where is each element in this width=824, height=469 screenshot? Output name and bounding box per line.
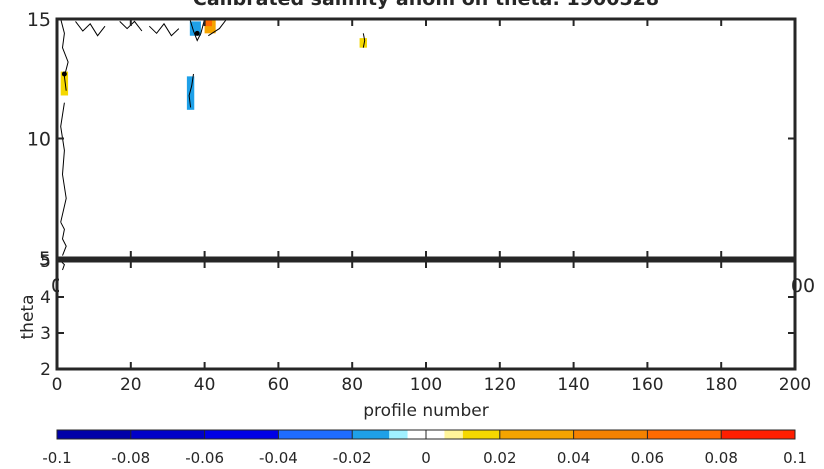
colorbar-tick-label: 0 [421,449,431,467]
colorbar-bin [352,430,390,439]
colorbar-bin [204,430,279,439]
colorbar: -0.1 -0.08 -0.06 -0.04 -0.02 0 0.02 0.04 0.06 0.0… [42,429,807,467]
contour-line [208,18,228,37]
data-point [61,71,67,77]
upper-panel: Calibrated salinity anom on theta: 19005… [27,0,815,297]
x-tick-label: 160 [631,375,663,395]
x-tick-label-partial: 00 [791,275,815,297]
anomaly-patch [204,19,212,27]
anomaly-patch [186,76,195,110]
colorbar-tick-label: 0.06 [631,449,664,467]
colorbar-bin [499,430,575,439]
colorbar-bin [278,430,353,439]
lower-plot-area: 0 20 40 60 80 100 120 140 160 180 200 2 3 4 5 [40,252,811,395]
y-tick-label: 2 [40,360,51,380]
colorbar-tick-label: -0.1 [42,449,71,467]
upper-axes-box [55,17,797,260]
colorbar-bin [462,430,501,439]
colorbar-tick-label: 0.04 [557,449,590,467]
colorbar-bin [130,430,206,439]
colorbar-tick-label: -0.08 [111,449,150,467]
colorbar-bin [573,430,648,439]
contour-line [362,33,366,48]
x-tick-label: 100 [410,375,442,395]
contour-line [60,102,67,223]
colorbar-tick-label: -0.02 [333,449,372,467]
y-axis-label: theta [18,295,38,340]
lower-panel: 0 20 40 60 80 100 120 140 160 180 200 2 3 4 5 profile … [18,252,811,421]
colorbar-bin [444,430,464,439]
chart-title: Calibrated salinity anom on theta: 19005… [193,0,659,10]
anomaly-patch [359,38,367,48]
x-axis-label: profile number [363,401,488,421]
colorbar-tick-label: 0.02 [483,449,516,467]
data-point [194,30,200,36]
colorbar-bin [647,430,722,439]
x-tick-label: 0 [52,375,63,395]
x-tick-label: 40 [194,375,216,395]
colorbar-tick-label: 0.1 [783,449,807,467]
colorbar-tick-label: 0.08 [704,449,737,467]
y-tick-label: 5 [40,252,51,272]
y-tick-label: 15 [27,9,51,31]
y-tick-label: 10 [27,129,51,151]
x-tick-label: 120 [484,375,516,395]
x-tick-label: 60 [268,375,290,395]
x-tick-label: 80 [341,375,363,395]
colorbar-tick-label: -0.04 [259,449,298,467]
x-tick-label: 140 [557,375,589,395]
colorbar-bin [57,430,132,439]
contour-line [189,18,206,42]
lower-background [59,263,777,367]
anomaly-patch [189,21,201,36]
y-tick-label: 5 [39,248,51,270]
x-tick-label: 200 [779,375,811,395]
contour-line [75,21,106,37]
y-tick-label: 4 [40,288,51,308]
contour-line [148,22,180,37]
colorbar-bin [389,430,409,439]
contour-line [188,73,194,108]
x-tick-label: 20 [120,375,142,395]
colorbar-bin [721,430,796,439]
contour-line [60,18,69,91]
contour-line [60,221,67,256]
x-tick-label: 180 [705,375,737,395]
anomaly-patch [60,71,69,96]
colorbar-tick-label: -0.06 [185,449,224,467]
y-tick-label: 3 [40,324,51,344]
